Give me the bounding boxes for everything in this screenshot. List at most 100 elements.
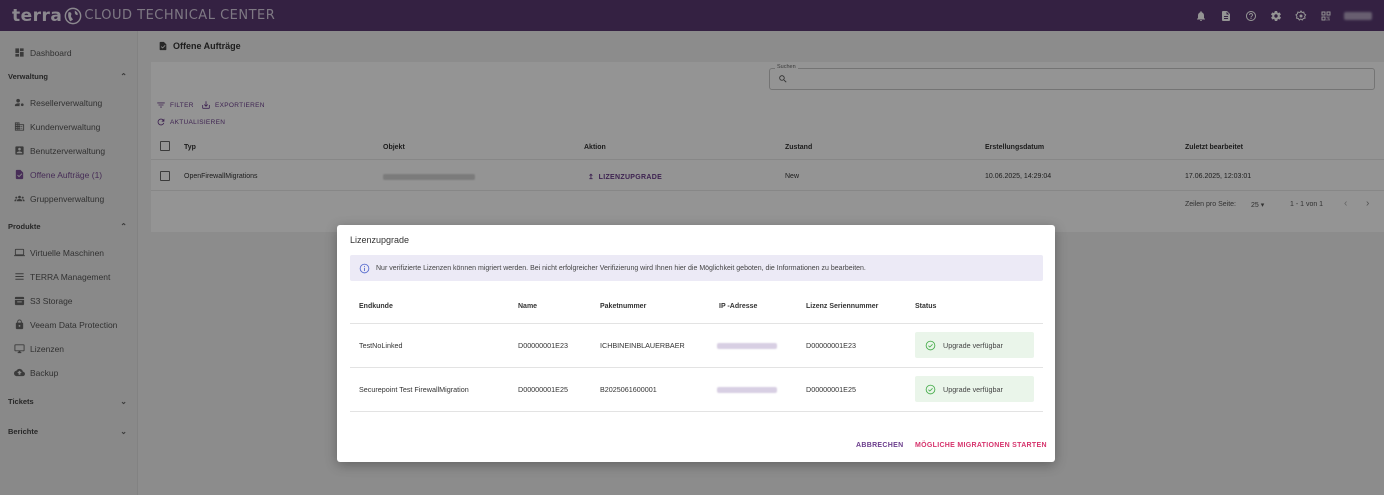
column-header-typ[interactable]: Typ <box>184 144 196 151</box>
column-header-zuletzt-bearbeitet[interactable]: Zuletzt bearbeitet <box>1185 144 1243 151</box>
sidebar-item-dashboard[interactable]: Dashboard <box>14 47 72 58</box>
sidebar-item-kundenverwaltung[interactable]: Kundenverwaltung <box>14 121 100 132</box>
sidebar-item-label: S3 Storage <box>30 295 73 306</box>
assignment-icon <box>159 41 167 51</box>
cell-bearbeitet: 17.06.2025, 12:03:01 <box>1185 173 1252 180</box>
info-text: Nur verifizierte Lizenzen können migrier… <box>376 264 866 272</box>
info-alert: Nur verifizierte Lizenzen können migrier… <box>350 255 1043 281</box>
app-logo[interactable]: terra CLOUD TECHNICAL CENTER <box>12 6 275 26</box>
building-icon <box>14 122 25 131</box>
help-icon[interactable] <box>1244 9 1257 22</box>
settings-cog-icon[interactable] <box>1294 9 1307 22</box>
section-verwaltung[interactable]: Verwaltung ⌃ <box>8 72 127 81</box>
divider <box>151 159 1384 160</box>
groups-icon <box>14 195 25 202</box>
section-tickets[interactable]: Tickets ⌄ <box>8 397 127 406</box>
assignment-icon <box>15 169 24 180</box>
cell-ip-redacted <box>717 386 777 395</box>
sidebar-item-label: Offene Aufträge (1) <box>30 169 103 180</box>
sidebar-item-label: Dashboard <box>30 47 72 58</box>
filter-label: FILTER <box>170 101 194 109</box>
sidebar: Dashboard Verwaltung ⌃ Resellerverwaltun… <box>0 31 138 495</box>
sidebar-item-resellerverwaltung[interactable]: Resellerverwaltung <box>14 97 102 108</box>
column-header-aktion[interactable]: Aktion <box>584 144 606 151</box>
user-name-redacted[interactable] <box>1344 11 1372 20</box>
lizenzupgrade-label: LIZENZUPGRADE <box>598 174 663 181</box>
info-icon <box>359 263 370 273</box>
cell-paketnummer: ICHBINEINBLAUERBAER <box>600 341 685 350</box>
column-header-paketnummer: Paketnummer <box>600 303 647 310</box>
qr-icon[interactable] <box>1319 9 1332 22</box>
sidebar-item-s3-storage[interactable]: S3 Storage <box>14 295 73 306</box>
sidebar-item-virtuelle-maschinen[interactable]: Virtuelle Maschinen <box>14 247 104 258</box>
dashboard-icon <box>15 48 24 57</box>
storage-icon <box>14 296 25 306</box>
export-button[interactable]: EXPORTIEREN <box>201 100 265 110</box>
brand-terra: terra <box>12 5 63 26</box>
sidebar-item-gruppenverwaltung[interactable]: Gruppenverwaltung <box>14 193 104 204</box>
lizenzupgrade-link[interactable]: ↥ LIZENZUPGRADE <box>588 174 663 181</box>
sidebar-item-lizenzen[interactable]: Lizenzen <box>14 343 64 354</box>
section-label: Produkte <box>8 222 41 231</box>
dialog-title: Lizenzupgrade <box>350 235 410 245</box>
section-label: Berichte <box>8 427 39 436</box>
filter-button[interactable]: FILTER <box>156 100 194 110</box>
refresh-button[interactable]: AKTUALISIEREN <box>156 117 225 127</box>
sidebar-item-offene-auftraege[interactable]: Offene Aufträge (1) <box>14 169 102 180</box>
status-badge: Upgrade verfügbar <box>915 376 1034 402</box>
filter-icon <box>157 102 165 108</box>
section-produkte[interactable]: Produkte ⌃ <box>8 222 127 231</box>
column-header-zustand[interactable]: Zustand <box>785 144 813 151</box>
list-icon <box>15 273 24 280</box>
sidebar-item-benutzerverwaltung[interactable]: Benutzerverwaltung <box>14 145 105 156</box>
status-label: Upgrade verfügbar <box>943 384 1003 394</box>
sidebar-item-terra-management[interactable]: TERRA Management <box>14 271 110 282</box>
column-header-erstellungsdatum[interactable]: Erstellungsdatum <box>985 144 1045 151</box>
document-icon[interactable] <box>1219 9 1232 22</box>
rows-per-page-select[interactable]: 25 ▾ <box>1251 202 1265 209</box>
status-label: Upgrade verfügbar <box>943 340 1003 350</box>
start-migration-button[interactable]: MÖGLICHE MIGRATIONEN STARTEN <box>915 442 1047 449</box>
gear-icon[interactable] <box>1269 9 1282 22</box>
rows-per-page-value: 25 <box>1251 202 1259 209</box>
next-page-icon[interactable]: › <box>1366 198 1370 209</box>
column-header-endkunde: Endkunde <box>359 303 393 310</box>
row-checkbox[interactable] <box>160 171 170 181</box>
cell-name: D00000001E25 <box>518 385 568 394</box>
chevron-up-icon: ⌃ <box>120 72 127 81</box>
cell-ip-redacted <box>717 342 777 351</box>
chevron-down-icon: ⌄ <box>120 397 127 406</box>
column-header-objekt[interactable]: Objekt <box>383 144 405 151</box>
select-all-checkbox[interactable] <box>160 141 170 151</box>
export-label: EXPORTIEREN <box>215 101 265 109</box>
search-icon <box>779 75 787 83</box>
cell-seriennummer: D00000001E23 <box>806 341 856 350</box>
chevron-down-icon: ⌄ <box>120 427 127 436</box>
account-box-icon <box>15 146 24 155</box>
column-header-status: Status <box>915 303 937 310</box>
sidebar-item-backup[interactable]: Backup <box>14 367 58 378</box>
page-title-text: Offene Aufträge <box>173 41 241 51</box>
rows-per-page-label: Zeilen pro Seite: <box>1185 201 1236 208</box>
search-input[interactable]: Suchen <box>769 64 1375 90</box>
lock-icon <box>15 319 24 330</box>
pagination-range: 1 - 1 von 1 <box>1290 201 1324 208</box>
sidebar-item-label: Gruppenverwaltung <box>30 193 105 204</box>
bell-icon[interactable] <box>1194 9 1207 22</box>
divider <box>350 411 1043 412</box>
cancel-button[interactable]: ABBRECHEN <box>856 442 904 449</box>
brand-subtitle: CLOUD TECHNICAL CENTER <box>84 8 276 23</box>
sidebar-item-label: TERRA Management <box>30 271 111 282</box>
sidebar-item-label: Veeam Data Protection <box>30 319 118 330</box>
sidebar-item-label: Lizenzen <box>30 343 65 354</box>
sidebar-item-veeam[interactable]: Veeam Data Protection <box>14 319 117 330</box>
prev-page-icon[interactable]: ‹ <box>1344 198 1348 209</box>
section-berichte[interactable]: Berichte ⌄ <box>8 427 127 436</box>
lizenzupgrade-dialog: Lizenzupgrade Nur verifizierte Lizenzen … <box>337 225 1055 462</box>
cloud-upload-icon <box>14 368 25 377</box>
cell-objekt-redacted <box>383 174 475 182</box>
column-header-ip-adresse: IP -Adresse <box>719 303 758 310</box>
cell-paketnummer: B2025061600001 <box>600 385 657 394</box>
chevron-up-icon: ⌃ <box>120 222 127 231</box>
cell-name: D00000001E23 <box>518 341 568 350</box>
